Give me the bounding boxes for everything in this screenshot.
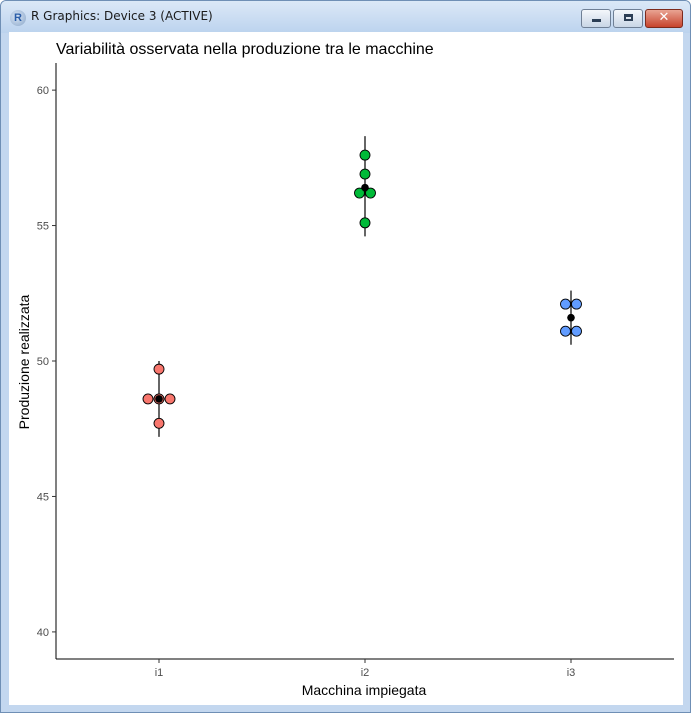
y-axis-title: Produzione realizzata (16, 294, 32, 429)
data-point (359, 168, 371, 180)
data-marks (142, 136, 582, 437)
data-point (365, 187, 376, 199)
data-point (571, 325, 582, 337)
chart-svg: Variabilità osservata nella produzione t… (16, 41, 674, 698)
data-point (571, 298, 582, 310)
y-tick-label: 50 (37, 356, 49, 368)
x-tick-label: i3 (567, 667, 576, 679)
minimize-icon (592, 19, 601, 22)
mean-point (567, 313, 575, 322)
data-point (153, 417, 165, 429)
x-tick-label: i2 (361, 667, 370, 679)
mean-point (155, 395, 163, 403)
data-point (153, 363, 165, 375)
data-point (354, 187, 365, 199)
axes: 40 45 50 55 60 i1 i2 i3 (37, 63, 674, 679)
x-tick-label: i1 (155, 667, 164, 679)
x-axis-title: Macchina impiegata (302, 682, 427, 698)
data-point (359, 217, 371, 229)
y-tick-label: 40 (37, 627, 49, 639)
window-title: R Graphics: Device 3 (ACTIVE) (31, 9, 213, 23)
data-point (164, 393, 176, 405)
chart-title: Variabilità osservata nella produzione t… (56, 41, 434, 58)
r-logo-icon: R (10, 10, 26, 26)
mean-point (361, 183, 369, 192)
plot-area: Variabilità osservata nella produzione t… (9, 32, 683, 705)
data-point (142, 393, 154, 405)
y-tick-label: 55 (37, 221, 49, 233)
data-point (359, 149, 371, 161)
y-tick-label: 60 (37, 85, 49, 97)
title-bar[interactable]: R R Graphics: Device 3 (ACTIVE) ✕ (1, 1, 690, 33)
maximize-icon (624, 14, 633, 21)
maximize-button[interactable] (613, 9, 643, 28)
y-tick-label: 45 (37, 491, 49, 503)
close-icon: ✕ (658, 10, 670, 25)
data-point (560, 298, 571, 310)
data-point (560, 325, 571, 337)
minimize-button[interactable] (581, 9, 611, 28)
close-button[interactable]: ✕ (645, 9, 683, 28)
